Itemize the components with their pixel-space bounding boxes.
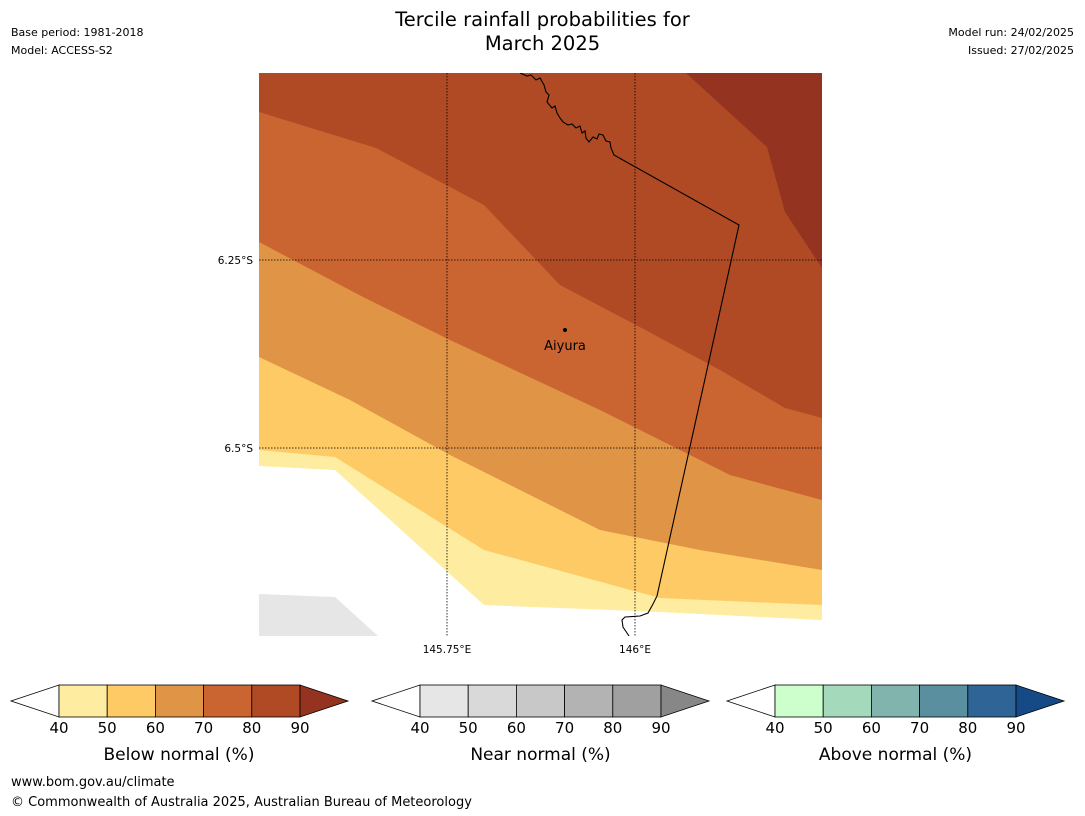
issued-text: Issued: 27/02/2025: [967, 44, 1074, 57]
colorbar-tick-label: 70: [555, 719, 574, 737]
aiyura-label: Aiyura: [544, 339, 586, 354]
colorbar-segment: [467, 684, 517, 718]
colorbar-segment: [106, 684, 156, 718]
probability-contours: Aiyura: [259, 73, 822, 636]
colorbar-tick-label: 90: [290, 719, 309, 737]
colorbar-tick-label: 60: [146, 719, 165, 737]
base-period-text: Base period: 1981-2018: [11, 26, 144, 39]
colorbar-tick-label: 70: [194, 719, 213, 737]
colorbar-under-triangle: [9, 684, 60, 718]
colorbar-segment: [564, 684, 614, 718]
near-normal-label: Near normal (%): [470, 745, 611, 765]
colorbar-segment: [919, 684, 969, 718]
lat-label-1: 6.25°S: [218, 255, 254, 267]
lon-label-2: 146°E: [619, 644, 651, 656]
colorbar-over-triangle: [299, 684, 350, 718]
lat-label-2: 6.5°S: [224, 443, 253, 455]
colorbar-tick-label: 50: [459, 719, 478, 737]
colorbar-segment: [251, 684, 301, 718]
colorbar-segment: [871, 684, 921, 718]
colorbar-segment: [203, 684, 253, 718]
lon-label-1: 145.75°E: [423, 644, 472, 656]
colorbar-segment: [774, 684, 824, 718]
colorbar-tick-label: 40: [765, 719, 784, 737]
colorbar-tick-label: 80: [603, 719, 622, 737]
colorbar-segment: [58, 684, 108, 718]
title-line-1: Tercile rainfall probabilities for: [395, 8, 690, 31]
colorbar-segment: [967, 684, 1017, 718]
model-text: Model: ACCESS-S2: [11, 44, 113, 57]
colorbar-segment: [516, 684, 566, 718]
band-below-80-90: [259, 73, 822, 418]
band-below-90-plus: [686, 73, 822, 268]
colorbar-segment: [822, 684, 872, 718]
map-title: Tercile rainfall probabilities for March…: [0, 8, 1085, 56]
colorbar-below-normal: 40 50 60 70 80 90: [9, 684, 350, 737]
colorbar-above-normal: 40 50 60 70 80 90: [725, 684, 1066, 737]
above-normal-label: Above normal (%): [818, 745, 973, 765]
model-run-text: Model run: 24/02/2025: [948, 26, 1074, 39]
colorbar-segment: [612, 684, 662, 718]
colorbar-tick-label: 80: [958, 719, 977, 737]
colorbar-near-normal: 40 50 60 70 80 90: [370, 684, 711, 737]
colorbar-tick-label: 80: [242, 719, 261, 737]
colorbar-tick-label: 90: [651, 719, 670, 737]
colorbar-under-triangle: [370, 684, 421, 718]
footer-url: www.bom.gov.au/climate: [11, 775, 175, 790]
band-near-40-50: [259, 594, 378, 636]
rainfall-map: Aiyura 6.25°S 6.5°S 145.75°E 146°E: [218, 73, 822, 656]
colorbar-tick-label: 60: [862, 719, 881, 737]
colorbar-tick-label: 70: [910, 719, 929, 737]
colorbar-segment: [154, 684, 204, 718]
colorbar-tick-label: 90: [1006, 719, 1025, 737]
colorbar-tick-label: 40: [410, 719, 429, 737]
footer-copyright: © Commonwealth of Australia 2025, Austra…: [11, 795, 472, 810]
colorbar-tick-label: 40: [49, 719, 68, 737]
colorbar-over-triangle: [1015, 684, 1066, 718]
colorbar-over-triangle: [660, 684, 711, 718]
colorbar-segment: [419, 684, 469, 718]
below-normal-label: Below normal (%): [103, 745, 255, 765]
colorbar-tick-label: 50: [98, 719, 117, 737]
colorbar-tick-label: 50: [814, 719, 833, 737]
aiyura-location-marker: [563, 328, 567, 332]
colorbar-tick-label: 60: [507, 719, 526, 737]
title-line-2: March 2025: [484, 32, 601, 55]
province-boundary: [519, 73, 740, 636]
colorbar-under-triangle: [725, 684, 776, 718]
colorbars: 40 50 60 70 80 90 40 50 60 70 80 90 40 50 60 70 80 90: [9, 684, 1066, 737]
